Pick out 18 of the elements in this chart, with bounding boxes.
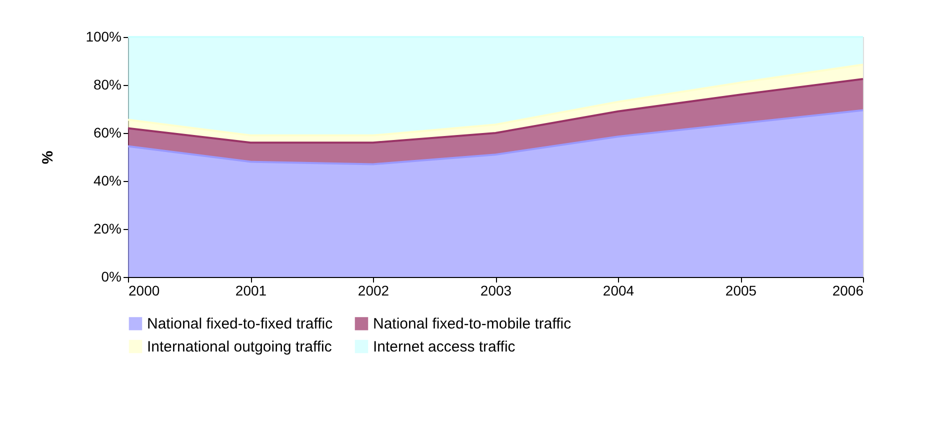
- y-tick-label: 100%: [86, 28, 122, 44]
- x-tick-label: 2003: [480, 282, 512, 298]
- y-tick-label: 20%: [93, 220, 122, 236]
- legend-label: Internet access traffic: [373, 338, 516, 356]
- x-tick-label: 2001: [235, 282, 267, 298]
- y-tick-label: 80%: [93, 76, 122, 92]
- x-tick-label: 2005: [725, 282, 757, 298]
- x-tick-label: 2006: [832, 282, 864, 298]
- x-tick-label: 2000: [128, 282, 160, 298]
- x-tick-label: 2004: [602, 282, 634, 298]
- y-axis-title: %: [40, 150, 57, 164]
- legend-label: International outgoing traffic: [147, 338, 332, 356]
- y-tick-label: 40%: [93, 172, 122, 188]
- legend-label: National fixed-to-fixed traffic: [147, 316, 334, 333]
- y-tick-label: 60%: [93, 124, 122, 140]
- legend-label: National fixed-to-mobile traffic: [373, 316, 572, 333]
- x-tick-label: 2002: [358, 282, 390, 298]
- y-tick-label: 0%: [101, 268, 122, 284]
